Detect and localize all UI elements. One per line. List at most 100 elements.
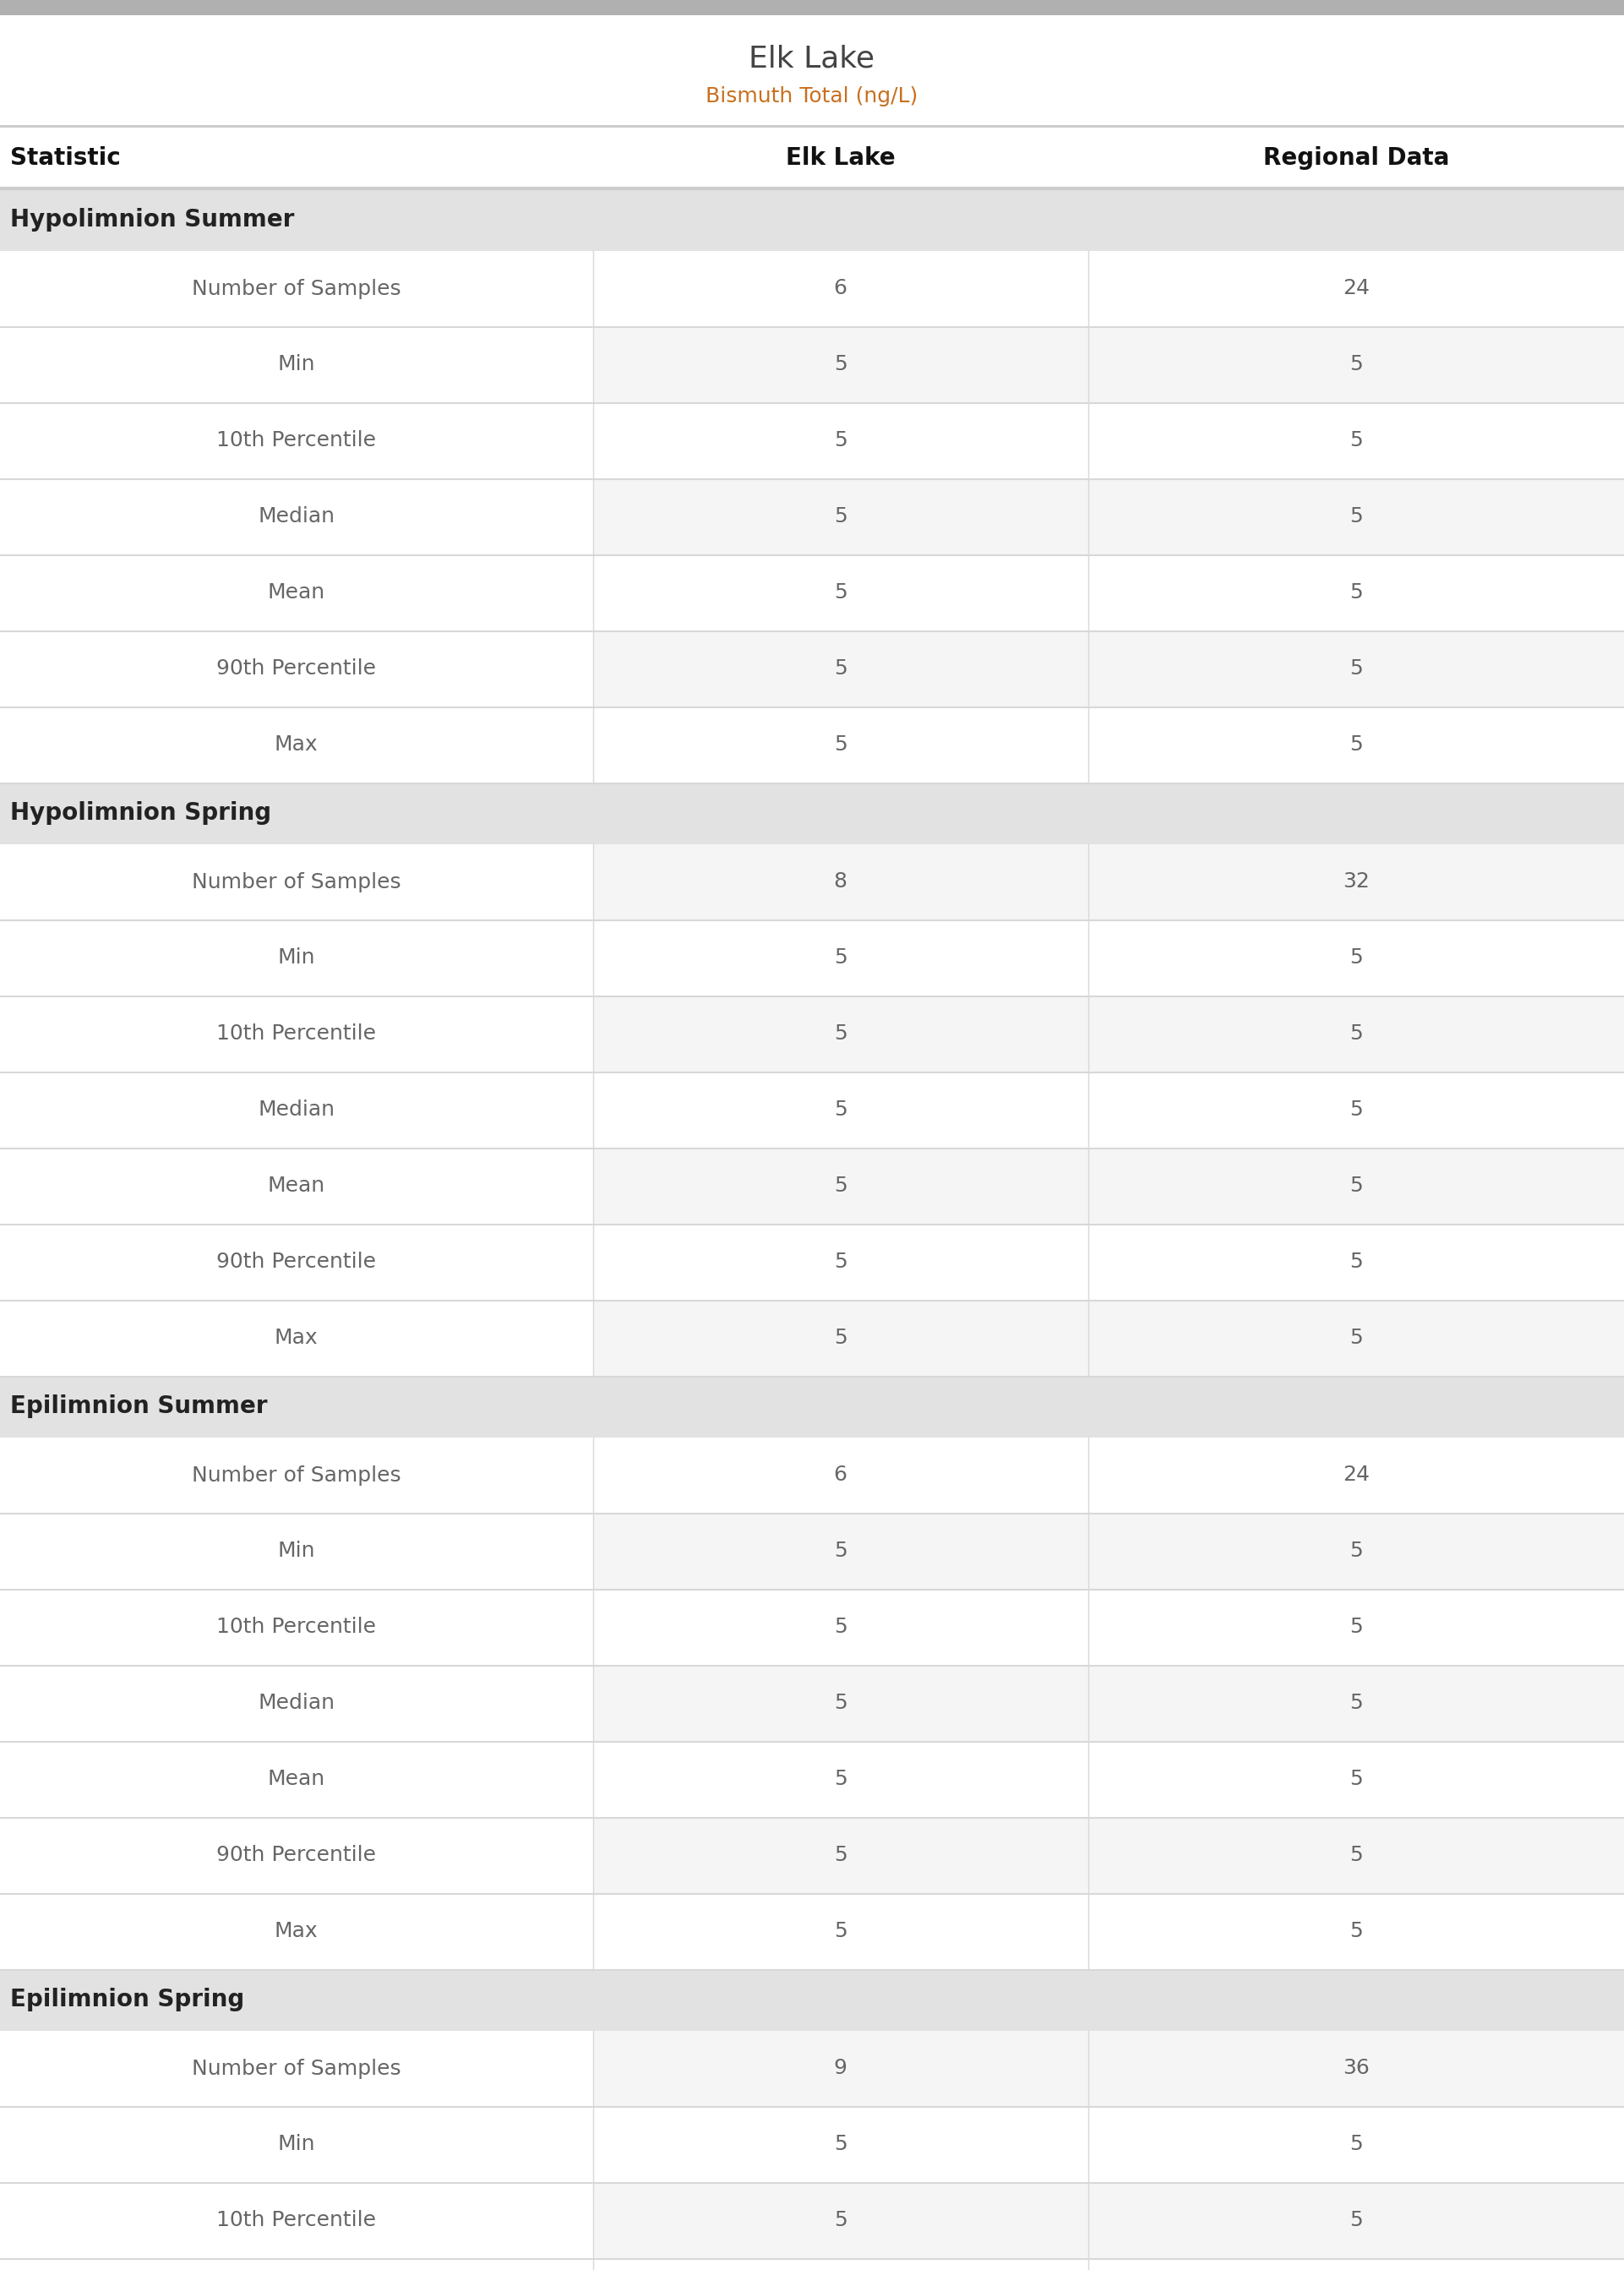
Text: 5: 5 [833,1024,848,1044]
Bar [0,1224,593,1301]
Bar [0,250,593,327]
Text: Min: Min [278,949,315,967]
Text: 5: 5 [833,2211,848,2231]
Bar [1088,1301,1624,1376]
Text: 10th Percentile: 10th Percentile [216,1024,377,1044]
Bar [593,844,1088,919]
Bar [1088,1589,1624,1666]
Text: 5: 5 [833,354,848,375]
Text: Min: Min [278,2134,315,2154]
Bar [1088,2029,1624,2107]
Text: 5: 5 [833,1693,848,1714]
Bar [1088,1149,1624,1224]
Bar [1088,1666,1624,1741]
Bar [593,1301,1088,1376]
Text: 5: 5 [833,1176,848,1196]
Text: 10th Percentile: 10th Percentile [216,431,377,452]
Bar [1088,554,1624,631]
Text: Regional Data: Regional Data [1263,145,1449,170]
Text: 5: 5 [1350,2211,1363,2231]
Text: 10th Percentile: 10th Percentile [216,2211,377,2231]
Bar [0,2107,593,2181]
Bar [0,1376,1624,1437]
Bar [0,16,1624,125]
Bar [0,1437,593,1514]
Text: 5: 5 [833,949,848,967]
Text: Number of Samples: Number of Samples [192,1464,401,1485]
Text: 5: 5 [833,735,848,756]
Bar [1088,1893,1624,1970]
Text: 5: 5 [833,1101,848,1119]
Bar [0,1741,593,1818]
Text: 5: 5 [833,2134,848,2154]
Text: 5: 5 [1350,354,1363,375]
Bar [593,1893,1088,1970]
Text: 5: 5 [1350,949,1363,967]
Text: 5: 5 [1350,1846,1363,1866]
Text: Hypolimnion Spring: Hypolimnion Spring [10,801,271,826]
Text: Mean: Mean [268,1768,325,1789]
Bar [593,1818,1088,1893]
Text: Max: Max [274,735,318,756]
Text: 5: 5 [833,1541,848,1562]
Bar [593,2181,1088,2259]
Text: 5: 5 [833,1920,848,1941]
Text: Number of Samples: Number of Samples [192,2059,401,2079]
Text: 5: 5 [1350,1768,1363,1789]
Bar [0,125,1624,127]
Bar [593,1741,1088,1818]
Bar [0,783,1624,844]
Bar [593,2107,1088,2181]
Text: Min: Min [278,1541,315,1562]
Text: Mean: Mean [268,1176,325,1196]
Bar [593,631,1088,706]
Bar [0,554,593,631]
Bar [0,127,1624,188]
Text: Median: Median [258,506,335,527]
Text: Median: Median [258,1101,335,1119]
Text: 6: 6 [833,1464,848,1485]
Bar [0,1071,593,1149]
Bar [0,706,593,783]
Text: 5: 5 [833,1328,848,1348]
Bar [1088,402,1624,479]
Bar [593,327,1088,402]
Text: 90th Percentile: 90th Percentile [216,1846,377,1866]
Bar [1088,706,1624,783]
Text: Mean: Mean [268,583,325,604]
Text: 10th Percentile: 10th Percentile [216,1616,377,1637]
Bar [1088,1818,1624,1893]
Bar [593,1437,1088,1514]
Text: 5: 5 [833,583,848,604]
Text: 90th Percentile: 90th Percentile [216,658,377,679]
Text: 5: 5 [1350,1920,1363,1941]
Text: 5: 5 [833,1616,848,1637]
Bar [593,997,1088,1071]
Bar [0,191,1624,250]
Bar [1088,1514,1624,1589]
Text: Elk Lake: Elk Lake [786,145,895,170]
Text: Elk Lake: Elk Lake [749,45,875,73]
Text: 5: 5 [833,506,848,527]
Bar [593,2029,1088,2107]
Bar [593,1071,1088,1149]
Bar [0,2181,593,2259]
Bar [0,0,1624,16]
Bar [0,2029,593,2107]
Bar [1088,919,1624,997]
Bar [1088,327,1624,402]
Text: Bismuth Total (ng/L): Bismuth Total (ng/L) [706,86,918,107]
Text: Min: Min [278,354,315,375]
Bar [593,402,1088,479]
Bar [593,706,1088,783]
Text: 90th Percentile: 90th Percentile [216,1253,377,1271]
Bar [0,479,593,554]
Text: 5: 5 [1350,431,1363,452]
Text: 8: 8 [833,872,848,892]
Bar [1088,1224,1624,1301]
Text: 5: 5 [833,658,848,679]
Bar [0,1589,593,1666]
Bar [1088,1071,1624,1149]
Text: 36: 36 [1343,2059,1369,2079]
Bar [1088,1437,1624,1514]
